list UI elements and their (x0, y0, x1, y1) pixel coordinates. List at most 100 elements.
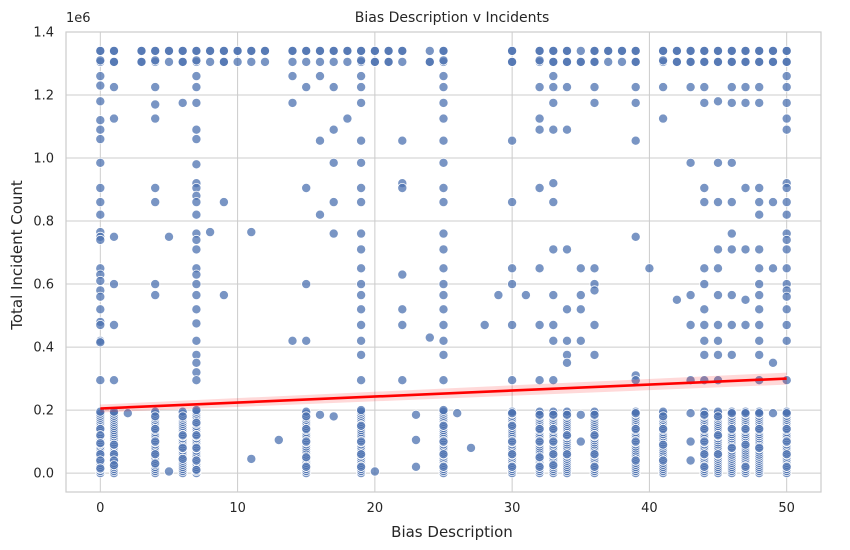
data-point (699, 56, 710, 67)
y-tick-label: 0.8 (33, 215, 54, 230)
data-point (424, 56, 435, 67)
data-point (548, 45, 559, 56)
data-point (232, 45, 243, 56)
data-point (754, 97, 765, 108)
data-point (507, 420, 518, 431)
data-point (95, 197, 106, 208)
data-point (95, 80, 106, 91)
data-point (410, 409, 421, 420)
data-point (575, 436, 586, 447)
data-point (205, 45, 216, 56)
y-tick-label: 0.0 (33, 467, 54, 482)
data-point (246, 56, 257, 67)
data-point (246, 453, 257, 464)
data-point (781, 71, 792, 82)
x-tick-label: 10 (229, 501, 246, 516)
data-point (410, 434, 421, 445)
data-point (781, 423, 792, 434)
data-point (177, 56, 188, 67)
data-point (726, 408, 737, 419)
data-point (438, 335, 449, 346)
data-point (740, 439, 751, 450)
data-point (301, 45, 312, 56)
data-point (397, 45, 408, 56)
data-point (191, 375, 202, 386)
data-point (575, 409, 586, 420)
data-point (438, 182, 449, 193)
data-point (95, 55, 106, 66)
data-point (754, 209, 765, 220)
data-point (191, 244, 202, 255)
data-point (109, 279, 120, 290)
data-point (781, 408, 792, 419)
data-point (369, 56, 380, 67)
data-point (603, 56, 614, 67)
data-point (150, 197, 161, 208)
data-point (699, 449, 710, 460)
data-point (465, 442, 476, 453)
data-point (575, 263, 586, 274)
data-point (356, 349, 367, 360)
data-point (713, 319, 724, 330)
data-point (507, 45, 518, 56)
data-point (754, 82, 765, 93)
data-point (754, 45, 765, 56)
data-point (685, 56, 696, 67)
data-point (740, 244, 751, 255)
data-point (95, 182, 106, 193)
data-point (685, 408, 696, 419)
data-point (301, 436, 312, 447)
data-point (534, 82, 545, 93)
x-axis-label: Bias Description (391, 523, 513, 541)
data-point (658, 113, 669, 124)
data-point (740, 423, 751, 434)
data-point (685, 455, 696, 466)
data-point (740, 82, 751, 93)
data-point (699, 182, 710, 193)
data-point (685, 82, 696, 93)
data-point (410, 461, 421, 472)
data-point (150, 449, 161, 460)
data-point (781, 82, 792, 93)
data-point (438, 157, 449, 168)
regression-line (100, 377, 787, 410)
data-point (507, 135, 518, 146)
x-tick-label: 20 (367, 501, 384, 516)
data-point (740, 182, 751, 193)
data-point (150, 436, 161, 447)
data-point (397, 304, 408, 315)
data-point (136, 56, 147, 67)
data-point (205, 227, 216, 238)
data-point (218, 56, 229, 67)
data-point (438, 304, 449, 315)
data-point (562, 304, 573, 315)
data-point (163, 466, 174, 477)
data-point (356, 228, 367, 239)
data-point (740, 408, 751, 419)
data-point (218, 45, 229, 56)
data-point (713, 430, 724, 441)
data-point (589, 285, 600, 296)
data-point (191, 279, 202, 290)
data-point (356, 304, 367, 315)
data-point (150, 279, 161, 290)
data-point (781, 234, 792, 245)
data-point (726, 290, 737, 301)
data-point (479, 319, 490, 330)
data-point (150, 45, 161, 56)
data-point (507, 263, 518, 274)
data-point (191, 45, 202, 56)
data-point (548, 56, 559, 67)
data-point (369, 466, 380, 477)
data-point (754, 408, 765, 419)
data-point (136, 45, 147, 56)
data-point (191, 197, 202, 208)
data-point (356, 182, 367, 193)
data-point (342, 56, 353, 67)
data-point (109, 56, 120, 67)
data-point (548, 436, 559, 447)
data-point (685, 157, 696, 168)
data-point (356, 55, 367, 66)
data-point (438, 45, 449, 56)
